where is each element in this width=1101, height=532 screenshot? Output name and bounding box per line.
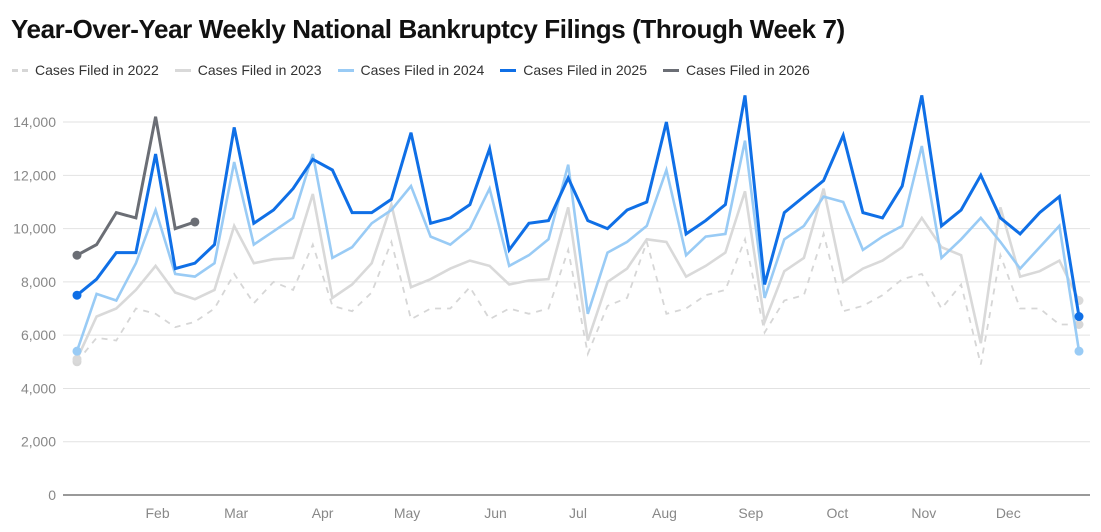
legend-swatch [12, 68, 28, 72]
series-point [72, 346, 82, 356]
y-tick-label: 4,000 [21, 380, 56, 396]
x-tick-label: Apr [312, 505, 334, 521]
legend-label: Cases Filed in 2024 [360, 62, 485, 78]
legend-item: Cases Filed in 2024 [337, 62, 485, 78]
series-point [190, 217, 200, 227]
legend-label: Cases Filed in 2022 [35, 62, 159, 78]
series-line-2022 [76, 230, 1079, 365]
y-tick-label: 12,000 [13, 167, 56, 183]
chart-title: Year-Over-Year Weekly National Bankruptc… [11, 14, 845, 44]
x-tick-label: Sep [738, 505, 763, 521]
x-tick-label: Feb [145, 505, 169, 521]
series-line-2025 [76, 95, 1081, 317]
series-line-2023 [75, 188, 1081, 360]
y-tick-label: 10,000 [13, 221, 56, 237]
legend-swatch [337, 68, 354, 72]
x-tick-label: Oct [826, 505, 848, 521]
legend-label: Cases Filed in 2026 [686, 62, 810, 78]
series-point [72, 250, 82, 260]
series-point [1074, 312, 1084, 322]
series-line-2026 [76, 116, 196, 257]
y-tick-label: 8,000 [21, 274, 56, 290]
series-point [1074, 320, 1084, 330]
legend-swatch [663, 68, 679, 72]
x-tick-label: Jul [569, 505, 587, 521]
legend-swatch [500, 68, 517, 72]
x-tick-label: May [394, 505, 420, 521]
x-tick-label: Aug [652, 505, 677, 521]
x-tick-label: Nov [911, 505, 936, 521]
legend-label: Cases Filed in 2025 [523, 62, 647, 78]
y-tick-label: 2,000 [21, 434, 56, 450]
legend: Cases Filed in 2022 Cases Filed in 2023 Ca… [12, 62, 810, 78]
legend-item: Cases Filed in 2025 [500, 62, 647, 78]
y-tick-label: 0 [48, 487, 56, 503]
series-line-2024 [75, 140, 1081, 352]
series-point [72, 354, 82, 364]
y-tick-label: 6,000 [21, 327, 56, 343]
legend-item: Cases Filed in 2026 [663, 62, 810, 78]
x-tick-label: Jun [484, 505, 507, 521]
series-point [1074, 346, 1084, 356]
legend-swatch [174, 68, 191, 72]
legend-label: Cases Filed in 2023 [197, 62, 322, 78]
x-tick-label: Mar [224, 505, 248, 521]
y-tick-label: 14,000 [13, 114, 56, 130]
x-tick-label: Dec [996, 505, 1021, 521]
legend-item: Cases Filed in 2022 [12, 62, 159, 78]
legend-item: Cases Filed in 2023 [174, 62, 322, 78]
series-point [72, 290, 82, 300]
